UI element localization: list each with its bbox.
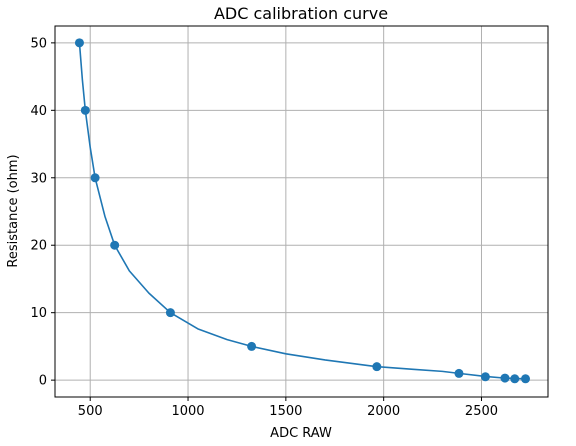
- data-point: [110, 240, 120, 250]
- chart-title: ADC calibration curve: [214, 4, 388, 23]
- data-point: [521, 374, 531, 384]
- y-axis-label: Resistance (ohm): [6, 154, 21, 267]
- grid-layer: [55, 26, 548, 397]
- y-tick-label: 40: [30, 104, 47, 119]
- tick-layer: 500 1000 1500 2000 2500 0 10 20 30 40 50: [30, 36, 498, 419]
- y-tick-label: 30: [30, 171, 47, 186]
- x-tick-label: 1000: [171, 404, 204, 419]
- data-point: [80, 105, 90, 115]
- data-point: [165, 308, 175, 318]
- fitted-line-layer: [78, 42, 526, 380]
- x-tick-label: 1500: [269, 404, 302, 419]
- data-point: [90, 173, 100, 183]
- y-tick-label: 10: [30, 306, 47, 321]
- x-tick-label: 2000: [367, 404, 400, 419]
- data-point: [372, 362, 382, 372]
- x-tick-label: 500: [78, 404, 103, 419]
- y-tick-label: 0: [39, 374, 47, 389]
- y-tick-label: 20: [30, 239, 47, 254]
- data-point: [74, 38, 84, 48]
- data-point: [500, 373, 510, 383]
- fitted-curve: [78, 42, 526, 380]
- data-points-layer: [74, 38, 531, 384]
- data-point: [247, 341, 257, 351]
- data-point: [510, 374, 520, 384]
- x-tick-label: 2500: [465, 404, 498, 419]
- data-point: [480, 372, 490, 382]
- data-point: [454, 368, 464, 378]
- y-tick-label: 50: [30, 36, 47, 51]
- plot-frame: [54, 25, 549, 398]
- x-axis-label: ADC RAW: [270, 426, 332, 441]
